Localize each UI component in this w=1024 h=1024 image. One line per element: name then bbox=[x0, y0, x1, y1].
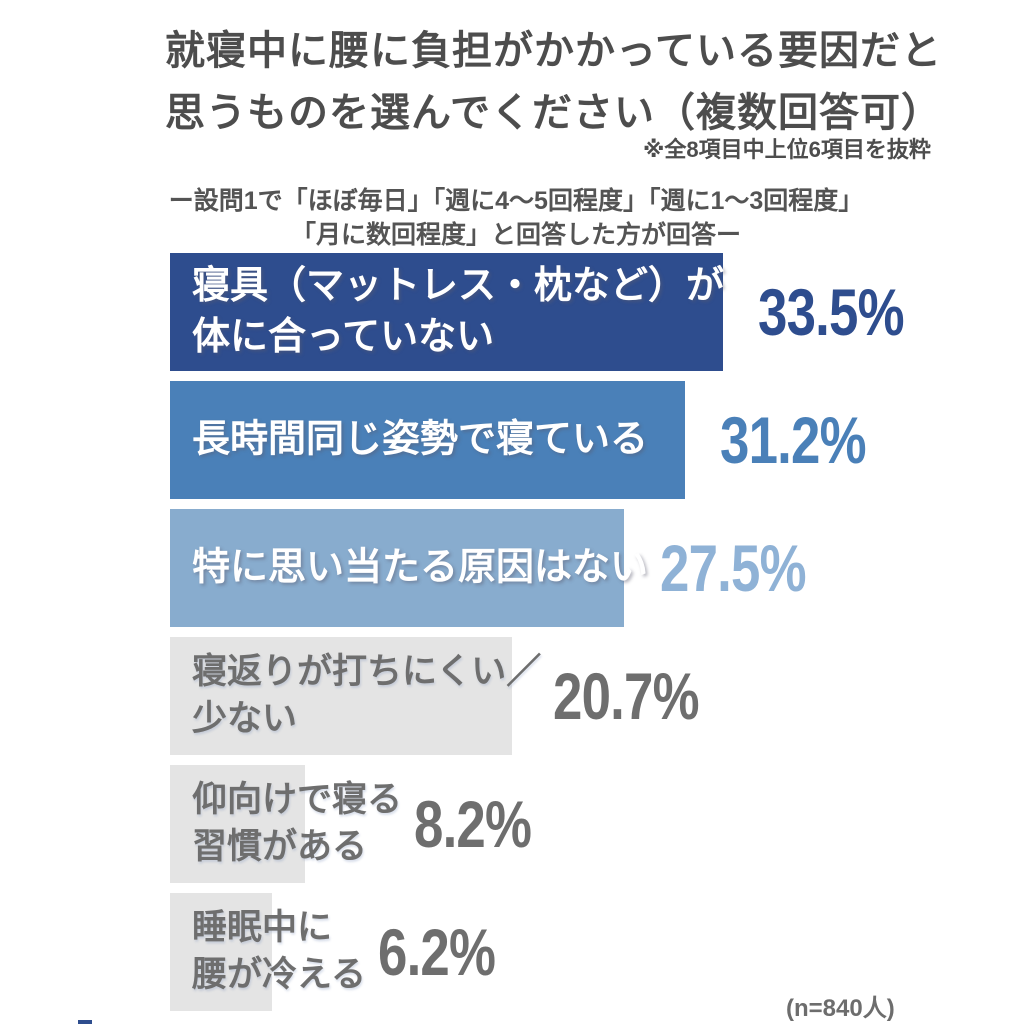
bar bbox=[170, 893, 272, 1011]
bar-value: 27.5% bbox=[660, 531, 807, 605]
bar-value: 31.2% bbox=[720, 403, 867, 477]
bar bbox=[170, 765, 305, 883]
page-title: 就寝中に腰に負担がかかっている要因だと 思うものを選んでください（複数回答可） bbox=[165, 29, 942, 135]
bar-label: 寝返りが打ちにくい／ 少ない bbox=[192, 652, 542, 738]
bar-value: 6.2% bbox=[378, 915, 496, 989]
bar-label: 寝具（マットレス・枕など）が 体に合っていない bbox=[192, 265, 725, 358]
sample-size-label: (n=840人) bbox=[786, 995, 895, 1022]
bar-chart: 寝具（マットレス・枕など）が 体に合っていない 33.5% 長時間同じ姿勢で寝ている… bbox=[170, 253, 1020, 1021]
chart-subtitle: ー設問1で「ほぼ毎日」「週に4～5回程度」「週に1～3回程度」 「月に数回程度」… bbox=[168, 187, 864, 249]
bar-label: 長時間同じ姿勢で寝ている bbox=[192, 418, 649, 461]
bar-value: 20.7% bbox=[553, 659, 700, 733]
bar-label: 仰向けで寝る 習慣がある bbox=[192, 780, 403, 866]
bar bbox=[170, 637, 512, 755]
bar-value: 8.2% bbox=[414, 787, 532, 861]
bar-row: 長時間同じ姿勢で寝ている 31.2% bbox=[170, 381, 1020, 499]
bar bbox=[170, 253, 723, 371]
title-note: ※全8項目中上位6項目を抜粋 bbox=[643, 137, 931, 162]
bar-row: 特に思い当たる原因はない 27.5% bbox=[170, 509, 1020, 627]
bar bbox=[170, 381, 685, 499]
bar-label: 特に思い当たる原因はない bbox=[192, 546, 649, 589]
bar bbox=[170, 509, 624, 627]
bar-row: 寝具（マットレス・枕など）が 体に合っていない 33.5% bbox=[170, 253, 1020, 371]
bar-row: 寝返りが打ちにくい／ 少ない 20.7% bbox=[170, 637, 1020, 755]
bar-row: 睡眠中に 腰が冷える 6.2% bbox=[170, 893, 1020, 1011]
bottom-left-brand-mark bbox=[78, 1020, 92, 1024]
bar-row: 仰向けで寝る 習慣がある 8.2% bbox=[170, 765, 1020, 883]
bar-label: 睡眠中に 腰が冷える bbox=[192, 908, 366, 994]
bar-value: 33.5% bbox=[758, 275, 905, 349]
